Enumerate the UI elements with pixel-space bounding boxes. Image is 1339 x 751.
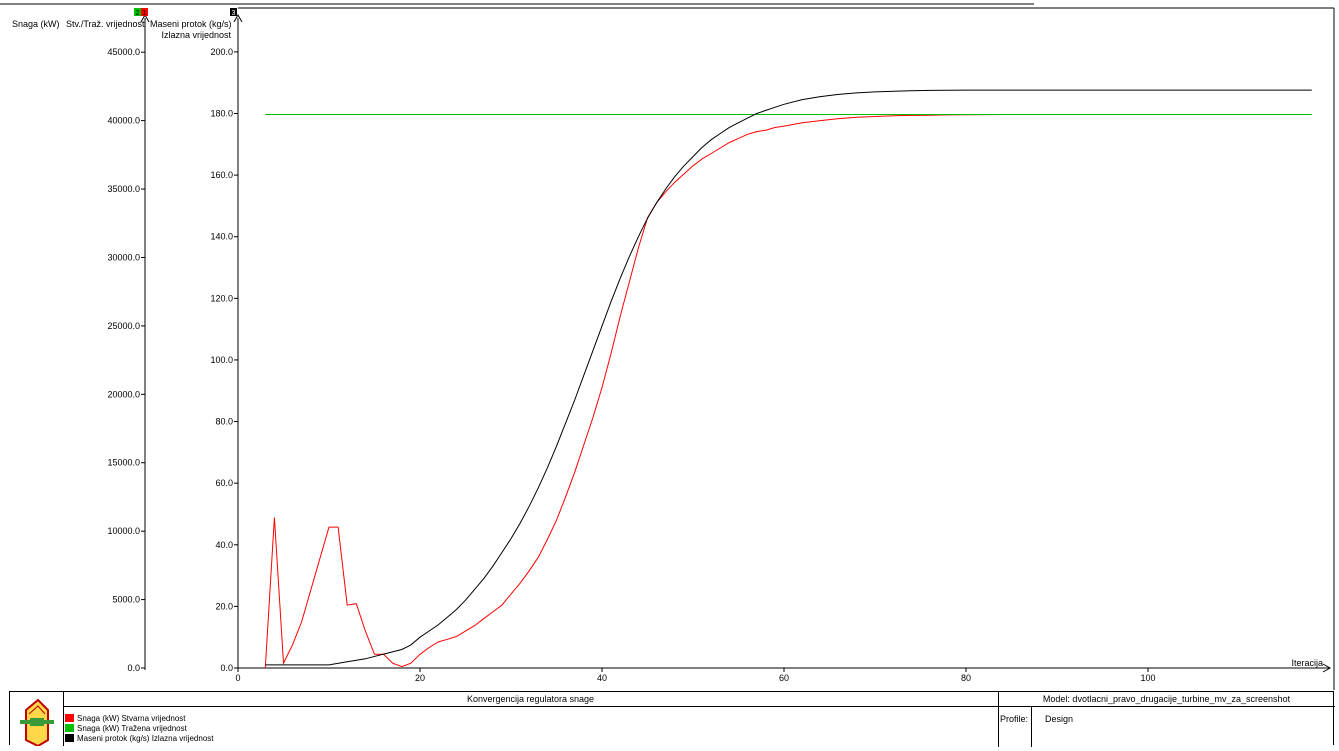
- series-line-maseni: [265, 89, 1312, 666]
- left-tick-label: 30000.0: [107, 252, 140, 262]
- left-tick-label: 40000.0: [107, 116, 140, 126]
- x-axis-arrow: [1322, 663, 1332, 673]
- series-line-stvarna: [264, 114, 1021, 669]
- left-tick-label: 25000.0: [107, 321, 140, 331]
- chart-area: 2 1 3 Snaga (kW) Stv./Traž. vrijednost M…: [0, 3, 1335, 690]
- turbine-valve-icon: [20, 698, 54, 748]
- left-tick-label: 45000.0: [107, 47, 140, 57]
- left-tick-label: 10000.0: [107, 526, 140, 536]
- left-tick-label: 0.0: [127, 663, 140, 673]
- legend-swatch-green: [65, 724, 74, 732]
- left-tick-label: 15000.0: [107, 458, 140, 468]
- x-tick-label: 0: [235, 673, 240, 683]
- profile-label: Profile:: [998, 707, 1032, 747]
- right-axis-label-desc: Izlazna vrijednost: [161, 30, 231, 40]
- axis-badge-red: [141, 8, 148, 16]
- right-tick-label: 60.0: [215, 478, 233, 488]
- right-tick-label: 80.0: [215, 417, 233, 427]
- right-tick-label: 160.0: [210, 170, 233, 180]
- left-axis-label-unit: Snaga (kW): [12, 19, 60, 29]
- legend-label: Snaga (kW) Stvarna vrijednost: [77, 714, 186, 723]
- chart-title: Konvergencija regulatora snage: [63, 692, 999, 707]
- right-y-axis-arrow: [233, 13, 243, 23]
- right-tick-label: 120.0: [210, 293, 233, 303]
- x-axis-label: Iteracija: [1291, 658, 1323, 668]
- x-tick-label: 60: [779, 673, 789, 683]
- model-name: Model: dvotlacni_pravo_drugacije_turbine…: [998, 692, 1335, 707]
- axis-badge-green-label: 2: [136, 10, 140, 17]
- axis-badge-red-label: 1: [143, 10, 147, 17]
- right-tick-label: 20.0: [215, 601, 233, 611]
- right-axis-ticks: 0.0 20.0 40.0 60.0 80.0 100.0 120.0 140.0 160.0 1…: [210, 47, 238, 673]
- x-tick-label: 40: [597, 673, 607, 683]
- legend-label: Snaga (kW) Tražena vrijednost: [77, 724, 187, 733]
- legend-item-maseni: Maseni protok (kg/s) Izlazna vrijednost: [65, 734, 214, 743]
- left-axis-label-desc: Stv./Traž. vrijednost: [66, 19, 145, 29]
- x-tick-label: 100: [1140, 673, 1155, 683]
- legend-swatch-red: [65, 714, 74, 722]
- left-axis-ticks: 0.0 5000.0 10000.0 15000.0 20000.0 25000.0 300…: [107, 47, 145, 673]
- series-lines: [264, 89, 1312, 669]
- footer-panel: Konvergencija regulatora snage Model: dv…: [9, 691, 1335, 748]
- legend-item-trazena: Snaga (kW) Tražena vrijednost: [65, 724, 187, 733]
- axis-badge-black: [230, 8, 237, 16]
- legend-label: Maseni protok (kg/s) Izlazna vrijednost: [77, 734, 214, 743]
- logo-cell: [10, 692, 64, 748]
- profile-value: Design: [1045, 714, 1074, 724]
- right-tick-label: 0.0: [220, 663, 233, 673]
- x-tick-label: 80: [961, 673, 971, 683]
- legend: Snaga (kW) Stvarna vrijednost Snaga (kW)…: [63, 707, 999, 747]
- axis-badge-green: [134, 8, 141, 16]
- x-tick-label: 20: [415, 673, 425, 683]
- left-tick-label: 20000.0: [107, 389, 140, 399]
- right-tick-label: 100.0: [210, 355, 233, 365]
- right-tick-label: 140.0: [210, 232, 233, 242]
- right-tick-label: 40.0: [215, 540, 233, 550]
- right-tick-label: 180.0: [210, 108, 233, 118]
- x-axis-ticks: 0 20 40 60 80 100: [235, 668, 1156, 683]
- legend-swatch-black: [65, 734, 74, 742]
- left-tick-label: 35000.0: [107, 184, 140, 194]
- right-tick-label: 200.0: [210, 47, 233, 57]
- right-axis-label-unit: Maseni protok (kg/s): [150, 19, 232, 29]
- axis-badge-black-label: 3: [232, 10, 236, 17]
- legend-item-stvarna: Snaga (kW) Stvarna vrijednost: [65, 714, 186, 723]
- left-tick-label: 5000.0: [112, 595, 140, 605]
